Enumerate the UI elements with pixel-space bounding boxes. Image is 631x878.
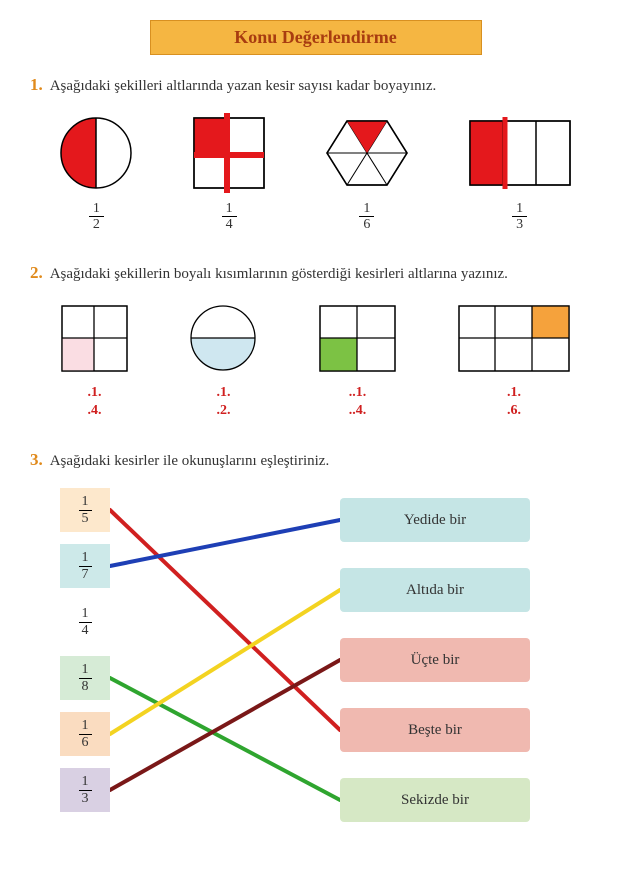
q2-shape-3: ..1. ..4. — [315, 301, 400, 420]
q1-frac-1-4: 1 4 — [222, 201, 237, 233]
question-2: 2. Aşağıdaki şekillerin boyalı kısımları… — [30, 263, 601, 420]
match-left-1-3: 13 — [60, 768, 110, 812]
q2-shapes-row: .1. .4. .1. .2. ..1. — [30, 301, 601, 420]
q3-prompt: Aşağıdaki kesirler ile okunuşlarını eşle… — [50, 453, 330, 469]
match-line — [110, 660, 340, 790]
square-pink-quarter — [57, 301, 132, 376]
q1-prompt: Aşağıdaki şekilleri altlarında yazan kes… — [50, 78, 437, 94]
q1-shape-hex6: 1 6 — [322, 113, 412, 233]
match-left-1-5: 15 — [60, 488, 110, 532]
q2-shape-2: .1. .2. — [186, 301, 261, 420]
q1-text: 1. Aşağıdaki şekilleri altlarında yazan … — [30, 75, 601, 95]
q2-ans-4: .1. .6. — [503, 384, 525, 420]
q1-frac-1-2: 1 2 — [89, 201, 104, 233]
square-green-quarter — [315, 301, 400, 376]
q2-ans-3: ..1. ..4. — [345, 384, 371, 420]
match-area: 15 17 14 18 16 13 Yedide bir Altıda bir Üçte bi… — [40, 488, 560, 828]
circle-half-shaded — [56, 113, 136, 193]
q1-number: 1. — [30, 75, 43, 94]
q1-shapes-row: 1 2 1 4 — [30, 113, 601, 233]
q3-number: 3. — [30, 450, 43, 469]
square-quarter-shaded — [189, 113, 269, 193]
rect-third-shaded — [465, 113, 575, 193]
match-left-1-8: 18 — [60, 656, 110, 700]
q2-shape-4: .1. .6. — [454, 301, 574, 420]
question-3: 3. Aşağıdaki kesirler ile okunuşlarını e… — [30, 450, 601, 828]
match-left-1-6: 16 — [60, 712, 110, 756]
hexagon-sixth-shaded — [322, 113, 412, 193]
q1-shape-square4: 1 4 — [189, 113, 269, 233]
match-right-3: Beşte bir — [340, 708, 530, 752]
match-right-1: Altıda bir — [340, 568, 530, 612]
q2-prompt: Aşağıdaki şekillerin boyalı kısımlarının… — [50, 266, 508, 282]
q2-number: 2. — [30, 263, 43, 282]
q2-shape-1: .1. .4. — [57, 301, 132, 420]
q1-frac-1-6: 1 6 — [359, 201, 374, 233]
match-left-1-7: 17 — [60, 544, 110, 588]
circle-half-bottom — [186, 301, 261, 376]
q3-text: 3. Aşağıdaki kesirler ile okunuşlarını e… — [30, 450, 601, 470]
rect-orange-sixth — [454, 301, 574, 376]
match-right-0: Yedide bir — [340, 498, 530, 542]
match-left-1-4: 14 — [60, 600, 110, 644]
q2-ans-1: .1. .4. — [84, 384, 106, 420]
q2-ans-2: .1. .2. — [213, 384, 235, 420]
q1-shape-circle: 1 2 — [56, 113, 136, 233]
question-1: 1. Aşağıdaki şekilleri altlarında yazan … — [30, 75, 601, 233]
page-header: Konu Değerlendirme — [150, 20, 482, 55]
q1-frac-1-3: 1 3 — [512, 201, 527, 233]
match-right-2: Üçte bir — [340, 638, 530, 682]
q1-shape-rect3: 1 3 — [465, 113, 575, 233]
match-line — [110, 590, 340, 734]
q2-text: 2. Aşağıdaki şekillerin boyalı kısımları… — [30, 263, 601, 283]
match-right-4: Sekizde bir — [340, 778, 530, 822]
